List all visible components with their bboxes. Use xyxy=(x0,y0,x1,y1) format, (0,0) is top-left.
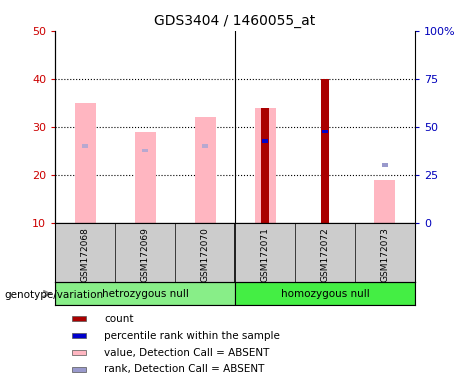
Text: value, Detection Call = ABSENT: value, Detection Call = ABSENT xyxy=(104,348,269,358)
Bar xyxy=(71,316,86,321)
Text: homozygous null: homozygous null xyxy=(281,289,369,299)
Text: GSM172068: GSM172068 xyxy=(81,227,90,282)
Text: hetrozygous null: hetrozygous null xyxy=(102,289,189,299)
Text: percentile rank within the sample: percentile rank within the sample xyxy=(104,331,280,341)
Text: GSM172072: GSM172072 xyxy=(320,227,330,282)
Text: GSM172071: GSM172071 xyxy=(260,227,270,282)
Bar xyxy=(261,108,269,223)
Title: GDS3404 / 1460055_at: GDS3404 / 1460055_at xyxy=(154,14,316,28)
Bar xyxy=(55,282,235,305)
Bar xyxy=(382,164,388,167)
Text: GSM172073: GSM172073 xyxy=(380,227,390,282)
Bar xyxy=(195,117,216,223)
Text: GSM172070: GSM172070 xyxy=(201,227,210,282)
Bar xyxy=(82,144,88,147)
Bar xyxy=(321,79,329,223)
Bar xyxy=(235,282,415,305)
Bar xyxy=(202,144,208,147)
Bar xyxy=(71,333,86,338)
Bar xyxy=(322,130,328,133)
Bar xyxy=(71,350,86,355)
Bar xyxy=(374,180,396,223)
Text: genotype/variation: genotype/variation xyxy=(5,290,104,300)
Bar xyxy=(254,108,276,223)
Text: count: count xyxy=(104,314,134,324)
Bar xyxy=(75,103,96,223)
Bar xyxy=(262,139,268,143)
Bar xyxy=(135,131,156,223)
Text: rank, Detection Call = ABSENT: rank, Detection Call = ABSENT xyxy=(104,364,264,374)
Bar xyxy=(142,149,148,152)
Text: GSM172069: GSM172069 xyxy=(141,227,150,282)
Bar xyxy=(71,367,86,372)
